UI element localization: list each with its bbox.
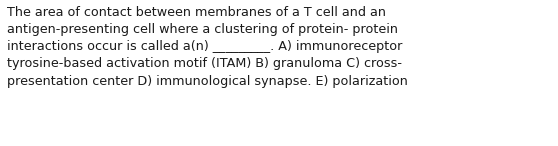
Text: The area of contact between membranes of a T cell and an
antigen-presenting cell: The area of contact between membranes of… [7, 6, 408, 88]
